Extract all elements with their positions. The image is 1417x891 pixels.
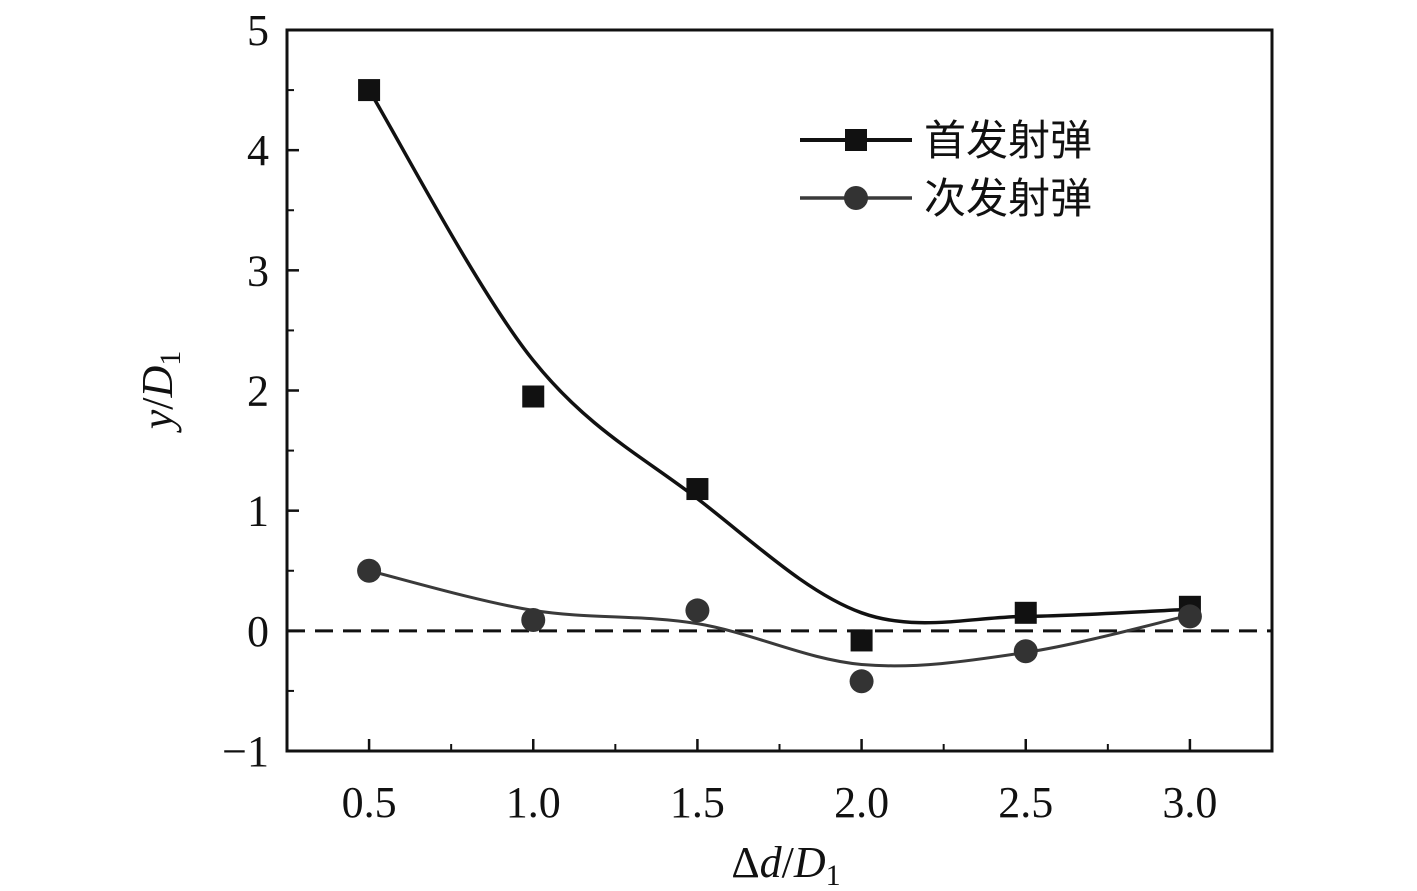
- series-2-point: [1013, 639, 1038, 664]
- y-tick-label: 3: [247, 246, 269, 295]
- y-tick-label: 5: [247, 6, 269, 55]
- series-1-point: [850, 629, 873, 652]
- series-1-point: [686, 478, 709, 501]
- x-tick-label: 3.0: [1162, 778, 1217, 827]
- y-tick-label: 2: [247, 367, 269, 416]
- series-1-point: [522, 385, 545, 408]
- y-tick-label: 4: [247, 126, 269, 175]
- y-tick-label: −1: [222, 727, 269, 776]
- x-tick-label: 1.5: [670, 778, 725, 827]
- series-1-curve: [367, 89, 1190, 625]
- series-2-point: [357, 558, 382, 583]
- x-axis-title: Δd/D1: [731, 838, 840, 891]
- series-layer: [357, 79, 1202, 694]
- legend-item-2: 次发射弹: [800, 174, 1092, 223]
- x-tick-label: 1.0: [506, 778, 561, 827]
- y-tick-label: 0: [247, 607, 269, 656]
- series-1: [358, 79, 1201, 652]
- y-axis-title: y/D1: [133, 351, 187, 434]
- axes-layer: −1 0 1 2 3 4 5 0.5 1.0 1.5 2.0 2.5 3.0: [222, 6, 1274, 827]
- legend-item-1: 首发射弹: [800, 116, 1092, 165]
- legend-label: 次发射弹: [924, 174, 1092, 223]
- series-2-point: [849, 669, 874, 694]
- legend-circle-marker: [844, 186, 868, 210]
- series-1-point: [358, 79, 381, 102]
- series-2-point: [1177, 604, 1202, 629]
- series-2-curve: [368, 569, 1191, 668]
- x-tick-label: 2.5: [998, 778, 1053, 827]
- x-tick-label: 0.5: [342, 778, 397, 827]
- y-tick-label: 1: [247, 487, 269, 536]
- x-tick-label: 2.0: [834, 778, 889, 827]
- series-2: [357, 558, 1202, 694]
- plot-frame: [285, 28, 1274, 753]
- series-2-point: [521, 608, 546, 633]
- axis-labels: Δd/D1 y/D1: [133, 351, 841, 891]
- legend-square-marker: [845, 129, 867, 151]
- series-1-point: [1014, 601, 1037, 624]
- legend-label: 首发射弹: [924, 116, 1092, 165]
- series-2-point: [685, 598, 710, 623]
